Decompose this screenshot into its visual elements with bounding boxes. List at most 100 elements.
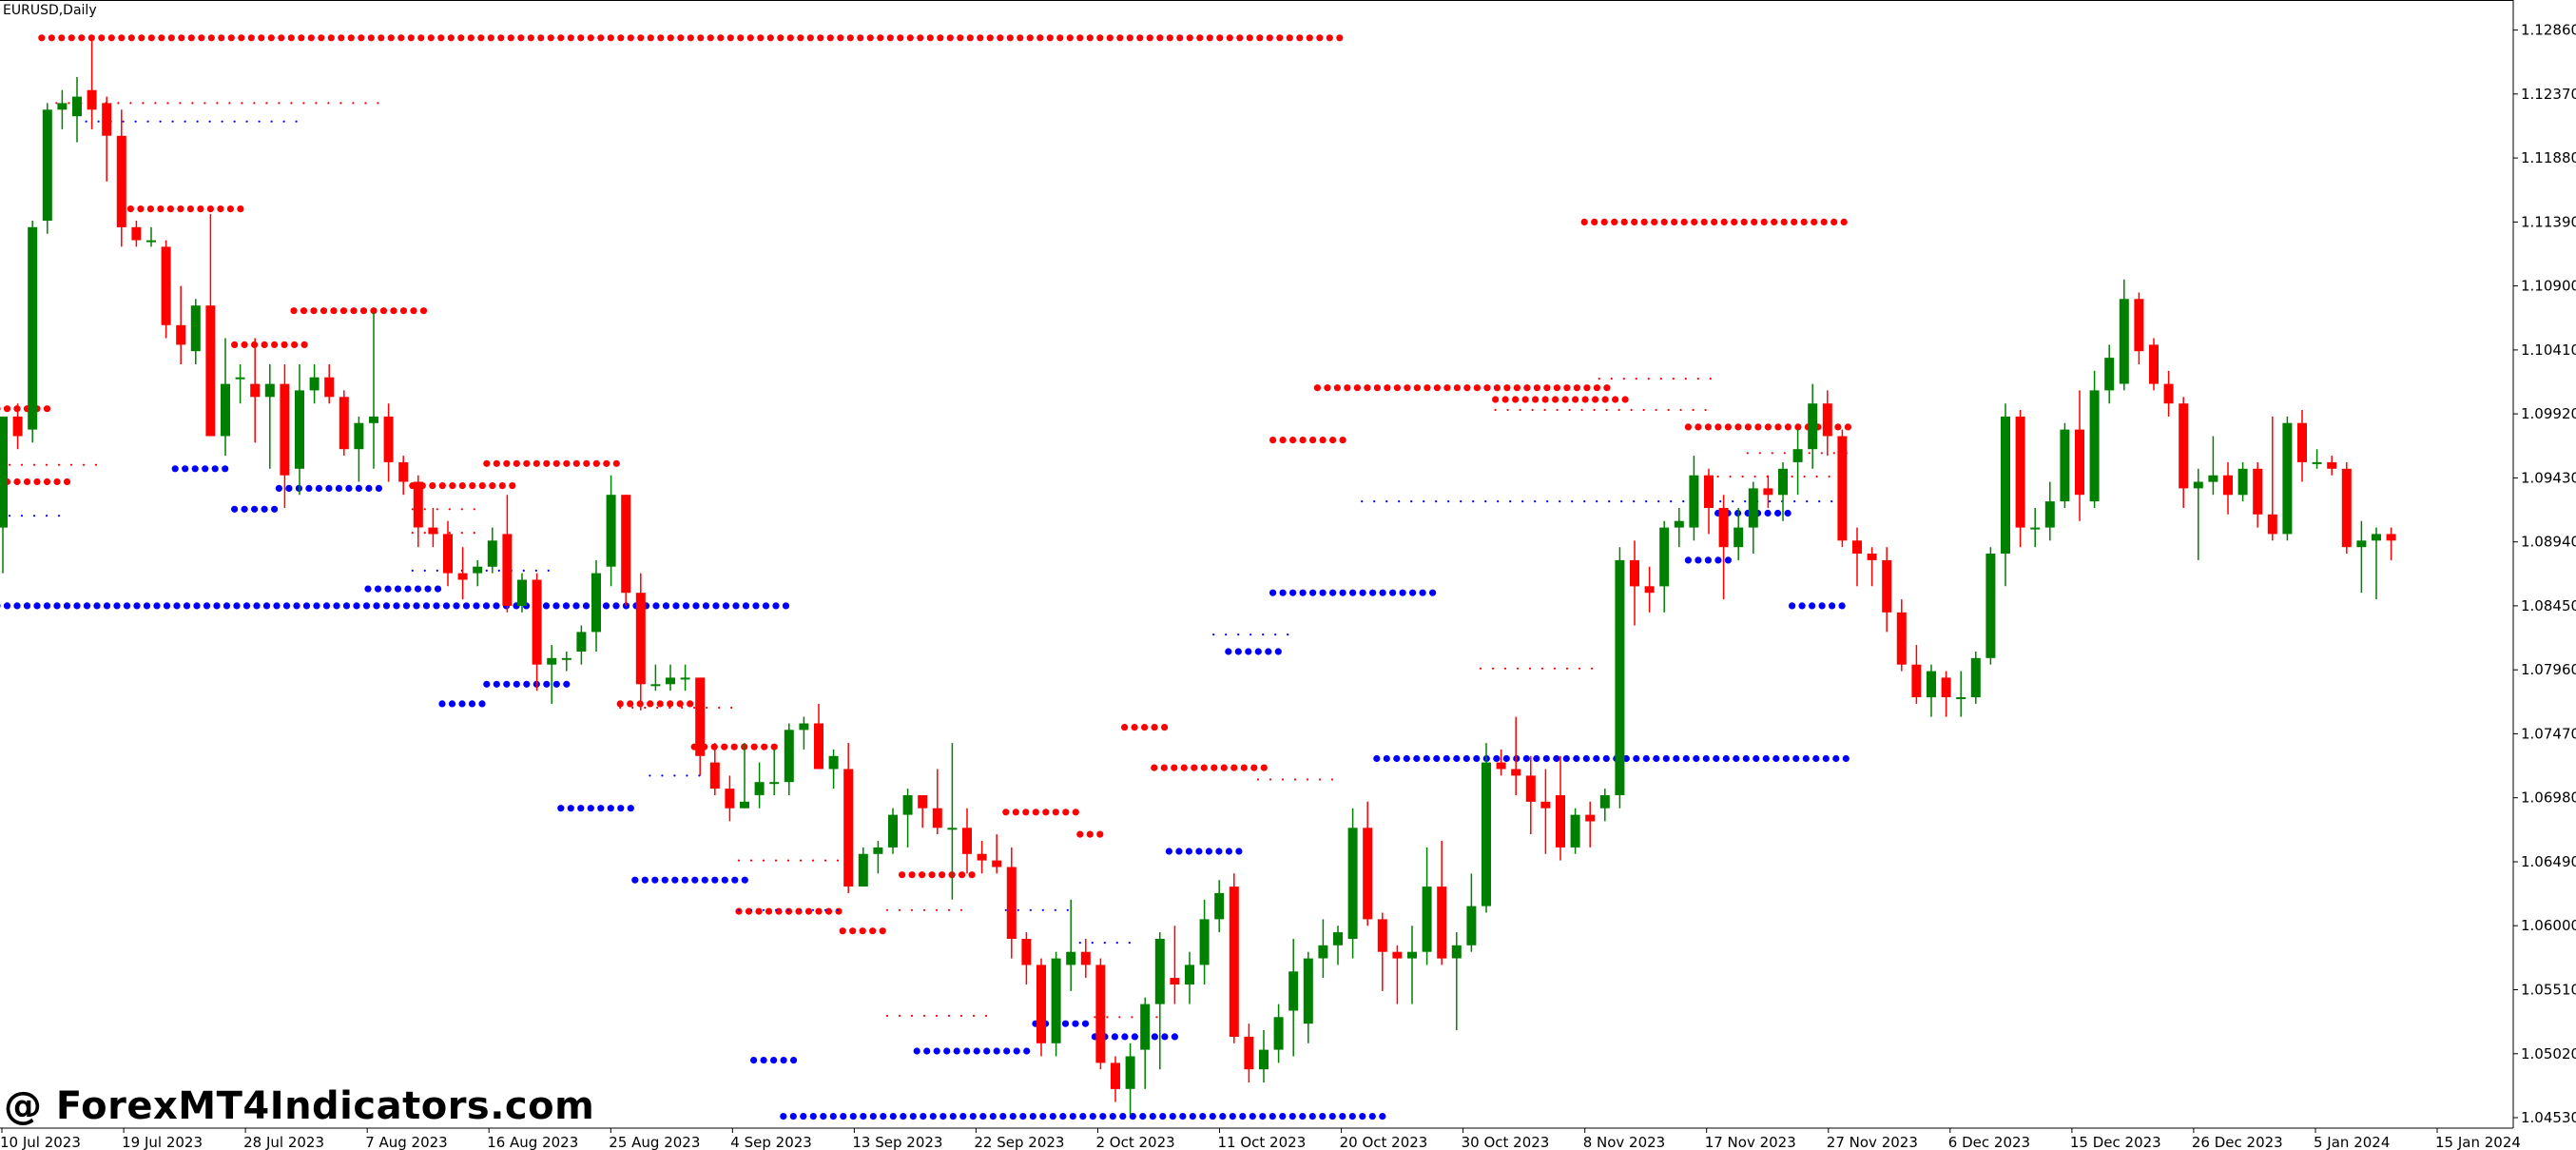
candle[interactable] [1214,880,1225,933]
candle[interactable] [561,652,571,672]
candle[interactable] [2060,422,2070,508]
candle[interactable] [650,664,661,692]
candle[interactable] [1154,932,1165,1070]
candle[interactable] [2253,461,2263,528]
candle[interactable] [1644,566,1655,613]
candle[interactable] [2327,456,2337,476]
candle[interactable] [2015,410,2025,548]
candle[interactable] [2208,436,2218,496]
candle[interactable] [2223,461,2233,515]
candle[interactable] [2119,279,2129,391]
candle[interactable] [1080,939,1091,979]
candle[interactable] [2075,390,2084,521]
candle[interactable] [1437,841,1447,965]
candle[interactable] [547,645,557,704]
candle[interactable] [1748,481,1758,555]
candle[interactable] [295,364,304,496]
candle[interactable] [1482,743,1491,913]
candle[interactable] [799,716,809,750]
candle[interactable] [1066,899,1076,991]
candle[interactable] [621,495,631,606]
candle[interactable] [1882,547,1892,633]
candle[interactable] [1674,508,1684,548]
candle[interactable] [161,240,171,339]
candle[interactable] [235,364,245,404]
candle[interactable] [1511,716,1521,795]
candle[interactable] [324,364,335,404]
candle[interactable] [1659,520,1670,613]
candle[interactable] [428,508,438,548]
candle[interactable] [992,834,1002,874]
candle[interactable] [1036,958,1046,1057]
candle[interactable] [680,664,690,692]
candle[interactable] [1822,390,1832,457]
candle[interactable] [1466,873,1477,952]
candle[interactable] [517,573,527,613]
candle[interactable] [784,723,794,796]
candle[interactable] [1896,599,1907,672]
candle[interactable] [2267,416,2277,541]
candle[interactable] [1704,468,1714,535]
candle[interactable] [1525,755,1536,835]
candle[interactable] [1244,1023,1254,1082]
candle[interactable] [1006,847,1017,959]
candle[interactable] [1111,1056,1120,1102]
candle[interactable] [1229,873,1239,1043]
candle[interactable] [309,364,320,404]
candle[interactable] [1763,475,1773,508]
candle[interactable] [369,312,378,469]
candle[interactable] [932,769,942,835]
candle[interactable] [1051,951,1061,1057]
candle[interactable] [1333,926,1343,965]
candle[interactable] [2030,508,2041,548]
candle[interactable] [72,77,82,143]
candle[interactable] [28,221,38,443]
candle[interactable] [2134,292,2144,365]
candle[interactable] [1363,801,1373,926]
candle[interactable] [828,749,839,789]
candle[interactable] [176,285,186,364]
candle[interactable] [2001,403,2010,587]
candle[interactable] [1140,997,1151,1089]
candle[interactable] [383,403,394,482]
candle[interactable] [457,547,468,600]
candle[interactable] [1911,645,1922,704]
candle[interactable] [205,214,216,437]
candle[interactable] [754,762,765,809]
candle[interactable] [1318,919,1328,979]
candle[interactable] [1689,456,1699,541]
candle[interactable] [725,775,735,822]
candle[interactable] [413,475,423,548]
candle[interactable] [190,299,201,364]
candle[interactable] [87,37,97,129]
candle[interactable] [339,390,349,457]
candle[interactable] [2341,461,2352,554]
candle[interactable] [843,743,854,893]
candle[interactable] [591,559,601,652]
candle[interactable] [695,677,706,776]
candle[interactable] [1852,527,1862,587]
candle[interactable] [1496,749,1506,776]
candle[interactable] [250,338,261,443]
candle[interactable] [1585,801,1596,848]
candle[interactable] [264,364,275,469]
candle[interactable] [947,743,958,900]
candle[interactable] [1540,769,1551,854]
candle[interactable] [2356,520,2367,594]
candle[interactable] [576,625,587,665]
candle[interactable] [962,808,972,874]
candle[interactable] [1570,808,1580,854]
candle[interactable] [1288,939,1299,1057]
candle[interactable] [2237,461,2248,502]
candle[interactable] [1125,1043,1135,1116]
candle[interactable] [769,749,780,795]
candle[interactable] [1185,951,1194,1004]
candle[interactable] [1377,912,1387,991]
candle[interactable] [977,841,987,874]
candle[interactable] [146,226,156,247]
candle[interactable] [1347,808,1358,959]
candle[interactable] [635,573,646,711]
candle[interactable] [666,664,675,692]
candle[interactable] [116,109,126,247]
